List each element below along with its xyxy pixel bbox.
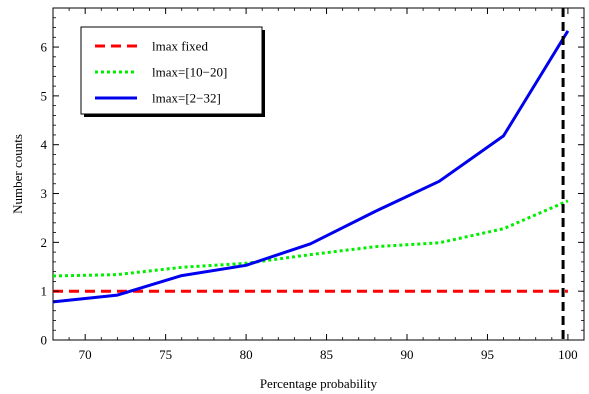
x-axis-ticks: 70 75 80 85 90 95 100 (52, 8, 585, 362)
legend-label-1: lmax=[10−20] (152, 65, 227, 80)
series-lines (52, 30, 570, 304)
y-tick-label: 5 (41, 88, 48, 103)
x-tick-label: 70 (79, 347, 92, 362)
series-line-2 (52, 30, 570, 304)
y-tick-label: 0 (41, 333, 48, 348)
x-tick-label: 95 (481, 347, 494, 362)
y-axis-ticks: 0 1 2 3 4 5 6 (41, 17, 584, 348)
y-tick-label: 3 (41, 186, 48, 201)
legend-label-0: lmax fixed (152, 39, 208, 54)
series-line-1 (52, 199, 569, 278)
x-tick-label: 75 (159, 347, 172, 362)
y-axis-title: Number counts (10, 134, 25, 214)
x-tick-label: 100 (558, 347, 578, 362)
x-axis-title: Percentage probability (260, 376, 378, 391)
y-tick-label: 1 (41, 284, 48, 299)
x-tick-label: 85 (320, 347, 333, 362)
y-tick-label: 2 (41, 235, 48, 250)
y-tick-label: 4 (41, 137, 48, 152)
x-tick-label: 80 (240, 347, 253, 362)
legend: lmax fixed lmax=[10−20] lmax=[2−32] (80, 26, 265, 117)
x-tick-label: 90 (401, 347, 414, 362)
y-tick-label: 6 (41, 40, 48, 55)
legend-label-2: lmax=[2−32] (152, 91, 221, 106)
